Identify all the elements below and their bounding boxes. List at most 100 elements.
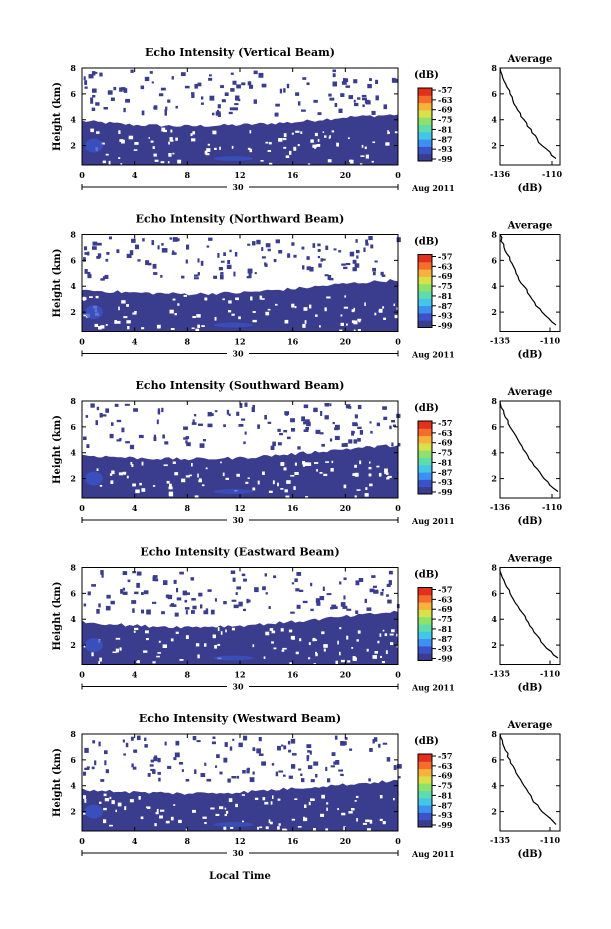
echo-gap bbox=[303, 817, 308, 822]
sparse-echo bbox=[329, 438, 333, 442]
echo-gap bbox=[160, 809, 165, 812]
sparse-echo bbox=[353, 439, 358, 444]
y-axis-label: Height (km) bbox=[52, 582, 63, 651]
sparse-echo bbox=[369, 748, 373, 752]
sparse-echo bbox=[229, 107, 235, 111]
sparse-echo bbox=[169, 604, 175, 607]
strong-echo bbox=[213, 322, 254, 328]
sparse-echo bbox=[371, 575, 376, 578]
sparse-echo bbox=[149, 71, 153, 74]
echo-gap bbox=[308, 642, 311, 646]
sparse-echo bbox=[141, 592, 144, 595]
sparse-echo bbox=[168, 594, 171, 599]
echo-gap bbox=[119, 647, 122, 651]
colorbar-swatch bbox=[418, 261, 432, 270]
colorbar-swatch bbox=[418, 269, 432, 277]
echo-gap bbox=[394, 131, 399, 134]
sparse-echo bbox=[235, 592, 238, 596]
sparse-echo bbox=[298, 768, 302, 771]
sparse-echo bbox=[349, 251, 355, 257]
colorbar-tick-label: -69 bbox=[438, 604, 453, 614]
sparse-echo bbox=[352, 267, 357, 272]
echo-gap bbox=[348, 811, 353, 814]
colorbar-swatch bbox=[418, 153, 432, 162]
echo-gap bbox=[156, 808, 159, 813]
echo-gap bbox=[153, 153, 157, 157]
sparse-echo bbox=[121, 87, 126, 90]
sparse-echo bbox=[317, 256, 321, 259]
echo-gap bbox=[214, 645, 218, 649]
sparse-echo bbox=[242, 770, 246, 774]
sparse-echo bbox=[265, 592, 268, 595]
panel-title: Echo Intensity (Eastward Beam) bbox=[140, 546, 339, 559]
sparse-echo bbox=[392, 424, 397, 427]
sparse-echo bbox=[197, 82, 202, 87]
echo-gap bbox=[339, 329, 343, 332]
echo-gap bbox=[225, 477, 229, 480]
sparse-echo bbox=[381, 274, 386, 277]
echo-gap bbox=[166, 480, 170, 484]
sparse-echo bbox=[191, 610, 195, 614]
sparse-echo bbox=[306, 421, 311, 427]
echo-gap bbox=[355, 795, 359, 799]
sparse-echo bbox=[299, 589, 304, 592]
echo-gap bbox=[356, 639, 359, 642]
sparse-echo bbox=[277, 745, 281, 751]
echo-gap bbox=[362, 822, 368, 825]
echo-gap bbox=[308, 801, 311, 806]
echo-gap bbox=[191, 327, 195, 330]
sparse-echo bbox=[275, 239, 281, 244]
echo-gap bbox=[214, 147, 217, 150]
sparse-echo bbox=[306, 256, 310, 260]
echo-gap bbox=[379, 633, 382, 637]
y-tick-label: 4 bbox=[70, 614, 76, 624]
colorbar-swatch bbox=[418, 631, 432, 640]
x-tick-label: 16 bbox=[287, 503, 299, 513]
x-tick-label: 16 bbox=[287, 836, 299, 846]
echo-gap bbox=[393, 303, 396, 307]
y-tick-label: 6 bbox=[70, 89, 76, 99]
colorbar-tick-label: -87 bbox=[438, 301, 452, 311]
sparse-echo bbox=[364, 99, 370, 104]
x-tick-label: 16 bbox=[287, 170, 299, 180]
sparse-echo bbox=[388, 580, 392, 586]
echo-gap bbox=[340, 314, 343, 317]
echo-gap bbox=[174, 313, 177, 316]
sparse-echo bbox=[352, 259, 357, 264]
sparse-echo bbox=[329, 97, 335, 101]
date-label: Aug 2011 bbox=[411, 516, 455, 526]
echo-gap bbox=[364, 302, 366, 306]
colorbar-frame bbox=[417, 87, 433, 162]
echo-gap bbox=[351, 647, 354, 649]
sparse-echo bbox=[301, 416, 306, 422]
sparse-echo bbox=[301, 246, 305, 250]
sparse-echo bbox=[142, 238, 145, 242]
sparse-echo bbox=[196, 740, 201, 743]
colorbar-tick-label: -81 bbox=[438, 124, 452, 134]
sparse-echo bbox=[186, 592, 191, 595]
sparse-echo bbox=[302, 265, 305, 270]
sparse-echo bbox=[333, 248, 337, 251]
sparse-echo bbox=[353, 79, 358, 84]
sparse-echo bbox=[306, 755, 310, 760]
sparse-echo bbox=[181, 275, 185, 279]
echo-gap bbox=[174, 472, 179, 476]
sparse-echo bbox=[91, 766, 95, 770]
sparse-echo bbox=[192, 605, 197, 610]
echo-gap bbox=[391, 629, 395, 633]
echo-gap bbox=[185, 635, 189, 640]
sparse-echo bbox=[137, 259, 141, 262]
sparse-echo bbox=[123, 107, 126, 113]
sparse-echo bbox=[220, 85, 224, 89]
sparse-echo bbox=[322, 586, 325, 592]
sparse-echo bbox=[340, 773, 344, 777]
sparse-echo bbox=[125, 441, 130, 444]
sparse-echo bbox=[310, 608, 314, 612]
sparse-echo bbox=[317, 243, 321, 247]
echo-gap bbox=[295, 651, 299, 655]
echo-gap bbox=[168, 486, 173, 490]
panel-3: Echo Intensity (Eastward Beam) 8 6 4 2 Height… bbox=[52, 546, 561, 694]
echo-gap bbox=[265, 141, 269, 144]
sparse-echo bbox=[381, 588, 384, 592]
echo-gap bbox=[170, 129, 173, 133]
